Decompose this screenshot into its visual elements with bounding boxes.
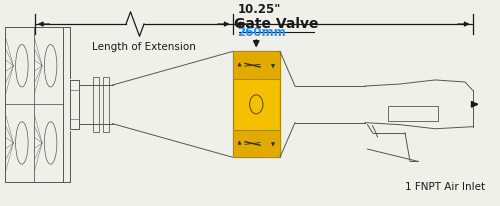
Bar [70, 80, 79, 129]
Text: Gate Valve: Gate Valve [234, 17, 318, 31]
Text: 260mm: 260mm [238, 26, 286, 39]
Bar [232, 130, 280, 157]
Text: Length of Extension: Length of Extension [92, 42, 196, 52]
Bar [102, 77, 108, 132]
Text: 1 FNPT Air Inlet: 1 FNPT Air Inlet [405, 182, 485, 192]
Bar [5, 27, 62, 182]
Text: 10.25": 10.25" [238, 3, 281, 16]
Bar [92, 77, 98, 132]
Bar [232, 52, 280, 157]
Bar [388, 106, 438, 121]
Bar [232, 52, 280, 79]
